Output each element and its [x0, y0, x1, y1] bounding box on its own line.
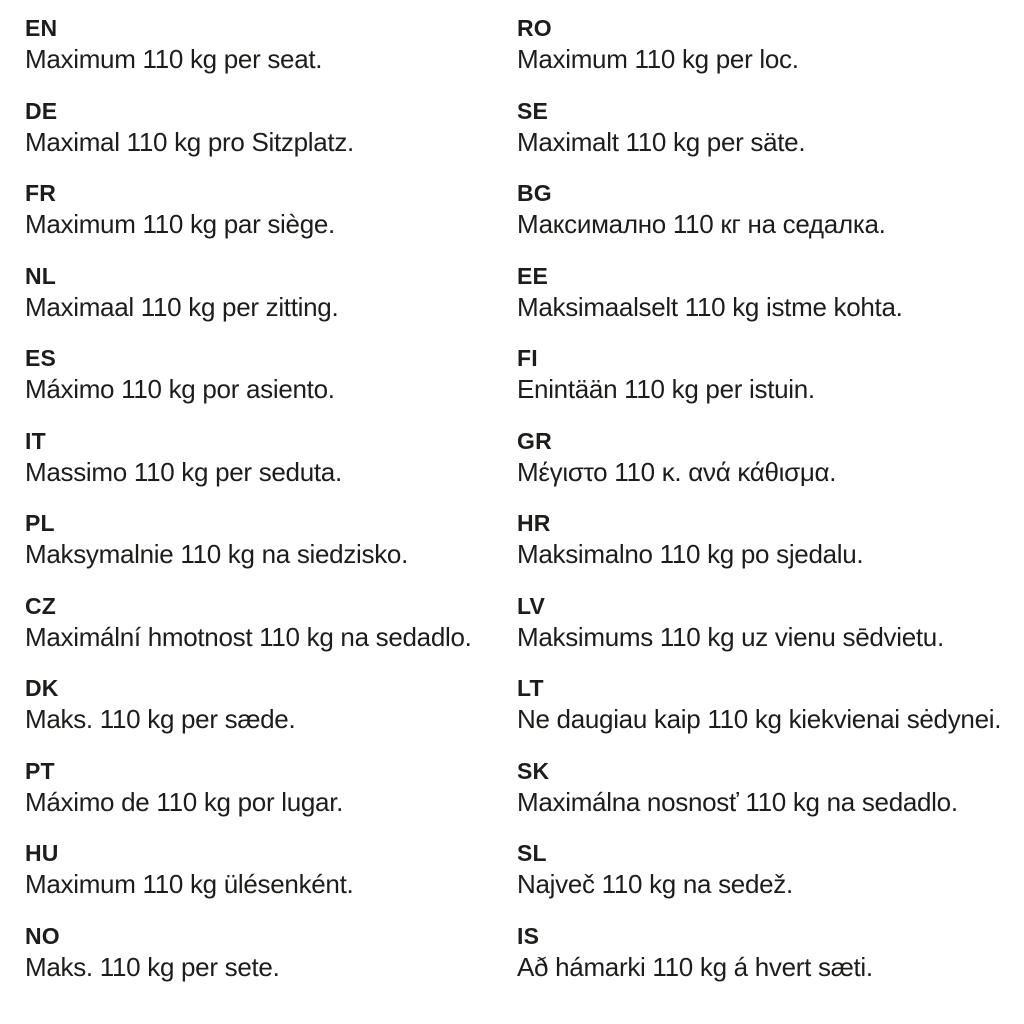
translation-entry: IS Að hámarki 110 kg á hvert sæti. [517, 921, 1001, 983]
language-code: RO [517, 15, 552, 41]
translation-text: Máximo 110 kg por asiento. [25, 374, 335, 404]
translations-column-right: RO Maximum 110 kg per loc. SE Maximalt 1… [517, 13, 1001, 1003]
translation-text: Maks. 110 kg per sete. [25, 951, 280, 982]
translation-text: Maximal 110 kg pro Sitzplatz. [25, 126, 354, 157]
translation-text: Maximální hmotnost 110 kg na sedadlo. [25, 621, 472, 652]
language-code: EE [517, 262, 549, 289]
language-code: PL [25, 510, 55, 536]
language-code: CZ [25, 592, 57, 619]
translation-text: Максимално 110 кг на седалка. [517, 209, 886, 239]
translations-column-left: EN Maximum 110 kg per seat. DE Maximal 1… [25, 13, 472, 1003]
translation-entry: HU Maximum 110 kg ülésenként. [25, 838, 472, 900]
language-code: GR [517, 427, 552, 454]
language-code: LV [517, 592, 546, 619]
translation-text: Maximálna nosnosť 110 kg na sedadlo. [517, 786, 958, 817]
translation-text: Maksymalnie 110 kg na siedzisko. [25, 539, 408, 569]
translation-entry: ES Máximo 110 kg por asiento. [25, 343, 472, 405]
translation-text: Máximo de 110 kg por lugar. [25, 786, 344, 817]
translation-entry: SE Maximalt 110 kg per säte. [517, 96, 1001, 158]
translation-entry: GR Μέγιστο 110 κ. ανά κάθισμα. [517, 426, 1001, 488]
language-code: DE [25, 97, 58, 124]
translation-entry: DK Maks. 110 kg per sæde. [25, 673, 472, 735]
translation-text: Največ 110 kg na sedež. [517, 869, 793, 899]
translation-text: Maximum 110 kg ülésenként. [25, 869, 354, 899]
language-code: IT [25, 427, 46, 454]
translation-entry: NO Maks. 110 kg per sete. [25, 921, 472, 983]
translation-entry: RO Maximum 110 kg per loc. [517, 13, 1001, 75]
language-code: BG [517, 180, 552, 206]
translation-text: Maximum 110 kg per loc. [517, 44, 799, 74]
translation-entry: PT Máximo de 110 kg por lugar. [25, 756, 472, 818]
translation-entry: EN Maximum 110 kg per seat. [25, 13, 472, 75]
translation-entry: EE Maksimaalselt 110 kg istme kohta. [517, 261, 1001, 323]
translation-entry: HR Maksimalno 110 kg po sjedalu. [517, 508, 1001, 570]
translation-text: Maksimaalselt 110 kg istme kohta. [517, 291, 903, 322]
translation-entry: SL Največ 110 kg na sedež. [517, 838, 1001, 900]
translation-text: Maksimalno 110 kg po sjedalu. [517, 539, 864, 569]
language-code: SL [517, 840, 547, 866]
translation-entry: BG Максимално 110 кг на седалка. [517, 178, 1001, 240]
language-code: EN [25, 15, 58, 41]
language-code: HR [517, 510, 551, 536]
language-code: SK [517, 757, 550, 784]
translation-text: Enintään 110 kg per istuin. [517, 374, 815, 404]
translation-entry: PL Maksymalnie 110 kg na siedzisko. [25, 508, 472, 570]
translation-entry: SK Maximálna nosnosť 110 kg na sedadlo. [517, 756, 1001, 818]
language-code: NO [25, 922, 60, 949]
translation-entry: FI Enintään 110 kg per istuin. [517, 343, 1001, 405]
language-code: NL [25, 262, 57, 289]
translation-text: Μέγιστο 110 κ. ανά κάθισμα. [517, 456, 837, 487]
language-code: LT [517, 675, 544, 701]
language-code: PT [25, 757, 55, 784]
translation-entry: FR Maximum 110 kg par siège. [25, 178, 472, 240]
translation-text: Maksimums 110 kg uz vienu sēdvietu. [517, 621, 944, 652]
language-code: FI [517, 345, 538, 371]
translation-entry: NL Maximaal 110 kg per zitting. [25, 261, 472, 323]
language-code: ES [25, 345, 57, 371]
translation-entry: CZ Maximální hmotnost 110 kg na sedadlo. [25, 591, 472, 653]
language-code: FR [25, 180, 57, 206]
language-code: HU [25, 840, 59, 866]
translation-text: Ne daugiau kaip 110 kg kiekvienai sėdyne… [517, 704, 1002, 734]
language-code: SE [517, 97, 549, 124]
translation-entry: DE Maximal 110 kg pro Sitzplatz. [25, 96, 472, 158]
language-code: IS [517, 922, 540, 949]
translation-text: Massimo 110 kg per seduta. [25, 456, 342, 487]
translation-entry: IT Massimo 110 kg per seduta. [25, 426, 472, 488]
translation-text: Að hámarki 110 kg á hvert sæti. [517, 951, 873, 982]
translation-text: Maximalt 110 kg per säte. [517, 126, 806, 157]
translation-text: Maximaal 110 kg per zitting. [25, 291, 339, 322]
translation-text: Maks. 110 kg per sæde. [25, 704, 296, 734]
translation-text: Maximum 110 kg per seat. [25, 44, 323, 74]
translation-entry: LT Ne daugiau kaip 110 kg kiekvienai sėd… [517, 673, 1001, 735]
translation-text: Maximum 110 kg par siège. [25, 209, 335, 239]
language-code: DK [25, 675, 59, 701]
translation-entry: LV Maksimums 110 kg uz vienu sēdvietu. [517, 591, 1001, 653]
